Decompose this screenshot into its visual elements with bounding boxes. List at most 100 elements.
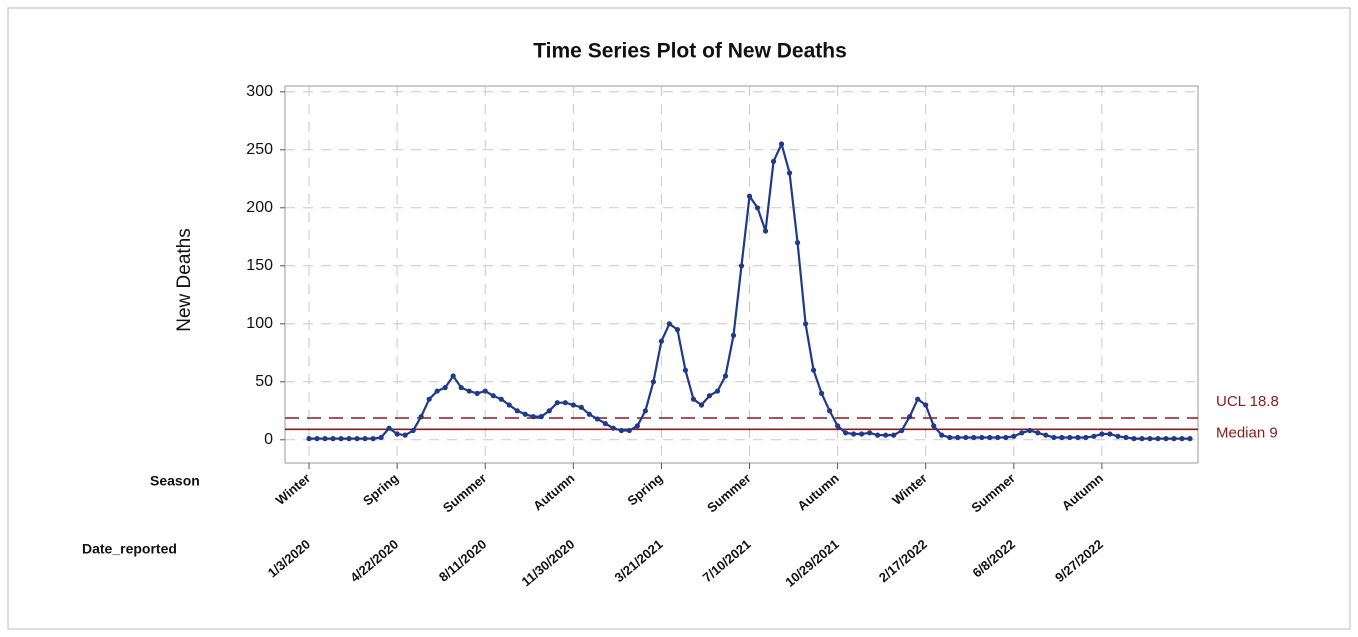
point bbox=[642, 408, 648, 414]
point bbox=[794, 240, 801, 246]
point bbox=[610, 425, 616, 431]
point bbox=[843, 430, 849, 436]
point bbox=[1027, 427, 1033, 434]
point bbox=[466, 388, 472, 394]
point bbox=[514, 408, 520, 414]
point bbox=[1019, 430, 1025, 436]
point bbox=[1123, 434, 1129, 441]
point bbox=[979, 434, 985, 441]
point bbox=[594, 416, 600, 422]
point bbox=[1003, 434, 1009, 441]
point bbox=[802, 321, 809, 327]
y-tick-label: 0 bbox=[264, 431, 273, 448]
reference-label: UCL 18.8 bbox=[1216, 393, 1279, 410]
point bbox=[1099, 431, 1105, 437]
point bbox=[867, 430, 873, 436]
point bbox=[626, 427, 632, 434]
point bbox=[386, 425, 392, 431]
point bbox=[1043, 432, 1049, 438]
point bbox=[698, 402, 705, 408]
point bbox=[963, 434, 969, 441]
point bbox=[474, 390, 480, 396]
point bbox=[995, 434, 1001, 441]
point bbox=[1107, 431, 1113, 437]
point bbox=[1067, 434, 1073, 441]
point bbox=[899, 427, 905, 434]
point bbox=[426, 396, 432, 402]
point bbox=[1011, 433, 1017, 439]
point bbox=[1163, 436, 1169, 442]
point bbox=[650, 379, 657, 385]
point bbox=[1115, 433, 1121, 439]
point bbox=[738, 263, 745, 269]
point bbox=[658, 338, 665, 344]
point bbox=[923, 402, 929, 408]
point bbox=[931, 423, 937, 429]
point bbox=[458, 385, 464, 391]
point bbox=[306, 436, 312, 442]
point bbox=[482, 388, 488, 394]
y-axis-label: New Deaths bbox=[174, 228, 195, 332]
point bbox=[915, 396, 921, 402]
point bbox=[402, 432, 408, 438]
point bbox=[490, 393, 496, 399]
point bbox=[810, 367, 817, 373]
point bbox=[354, 436, 360, 442]
point bbox=[338, 436, 344, 442]
point bbox=[618, 427, 624, 434]
point bbox=[818, 390, 825, 396]
point bbox=[786, 170, 793, 176]
point bbox=[418, 414, 424, 420]
y-tick-label: 100 bbox=[246, 315, 273, 332]
point bbox=[722, 373, 729, 379]
point bbox=[586, 411, 592, 417]
point bbox=[1075, 434, 1081, 441]
point bbox=[1139, 436, 1145, 442]
point bbox=[538, 414, 544, 420]
point bbox=[314, 436, 320, 442]
point bbox=[947, 434, 953, 441]
point bbox=[602, 420, 608, 427]
point bbox=[450, 373, 456, 379]
point bbox=[1083, 434, 1089, 441]
point bbox=[851, 431, 857, 437]
point bbox=[907, 414, 913, 420]
point bbox=[498, 396, 504, 402]
point bbox=[826, 408, 833, 414]
point bbox=[1035, 430, 1041, 436]
point bbox=[634, 423, 640, 429]
point bbox=[554, 400, 560, 406]
point bbox=[955, 434, 961, 441]
point bbox=[1051, 434, 1057, 441]
point bbox=[1059, 434, 1065, 441]
point bbox=[690, 396, 697, 402]
point bbox=[410, 427, 416, 434]
point bbox=[682, 367, 689, 373]
point bbox=[394, 431, 400, 437]
point bbox=[346, 436, 352, 442]
point bbox=[778, 141, 785, 147]
point bbox=[754, 205, 761, 211]
point bbox=[578, 404, 584, 410]
point bbox=[875, 432, 881, 438]
point bbox=[506, 402, 512, 408]
point bbox=[322, 436, 328, 442]
point bbox=[1131, 436, 1137, 442]
point bbox=[746, 193, 753, 199]
point bbox=[1179, 436, 1185, 442]
point bbox=[434, 388, 440, 394]
point bbox=[530, 414, 536, 420]
point bbox=[770, 158, 777, 164]
y-tick-label: 50 bbox=[255, 373, 273, 390]
point bbox=[522, 411, 528, 417]
y-tick-label: 300 bbox=[246, 83, 273, 100]
point bbox=[891, 432, 897, 438]
point bbox=[762, 228, 769, 234]
y-tick-label: 200 bbox=[246, 199, 273, 216]
point bbox=[939, 432, 945, 438]
point bbox=[666, 321, 673, 327]
row-label: Date_reported bbox=[82, 541, 177, 557]
y-tick-label: 250 bbox=[246, 141, 273, 158]
point bbox=[835, 423, 841, 429]
